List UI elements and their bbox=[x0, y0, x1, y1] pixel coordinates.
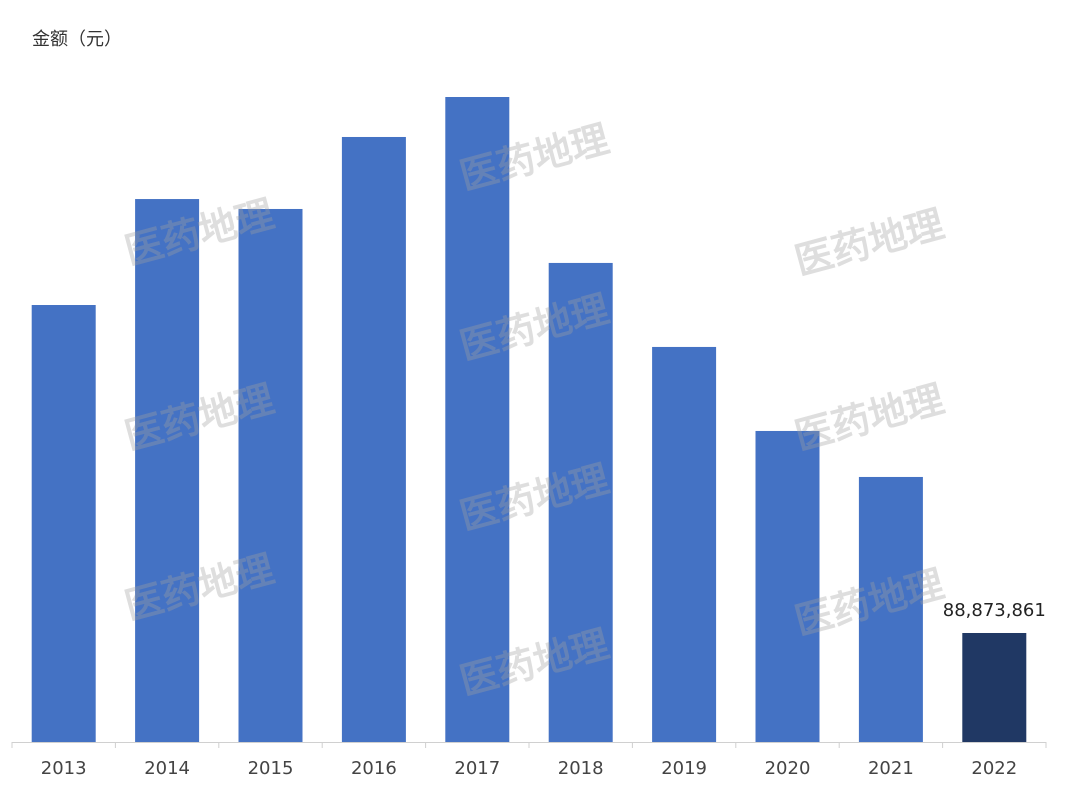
data-label: 88,873,861 bbox=[943, 600, 1046, 621]
bar bbox=[548, 262, 613, 742]
y-axis-title: 金额（元） bbox=[32, 29, 122, 50]
bar bbox=[341, 136, 406, 742]
bar bbox=[31, 305, 96, 742]
bar bbox=[135, 199, 200, 742]
x-tick-label: 2016 bbox=[351, 758, 397, 779]
bar bbox=[652, 346, 717, 742]
bar bbox=[858, 476, 923, 742]
x-tick-label: 2018 bbox=[558, 758, 604, 779]
bar bbox=[962, 632, 1027, 742]
bar bbox=[755, 430, 820, 742]
x-tick-label: 2013 bbox=[41, 758, 87, 779]
x-tick-label: 2020 bbox=[765, 758, 811, 779]
x-tick-label: 2014 bbox=[144, 758, 190, 779]
bar bbox=[238, 208, 303, 742]
bar bbox=[445, 97, 510, 742]
x-tick-label: 2017 bbox=[454, 758, 500, 779]
x-tick-label: 2019 bbox=[661, 758, 707, 779]
x-tick-label: 2022 bbox=[971, 758, 1017, 779]
x-tick-label: 2015 bbox=[248, 758, 294, 779]
x-tick-label: 2021 bbox=[868, 758, 914, 779]
